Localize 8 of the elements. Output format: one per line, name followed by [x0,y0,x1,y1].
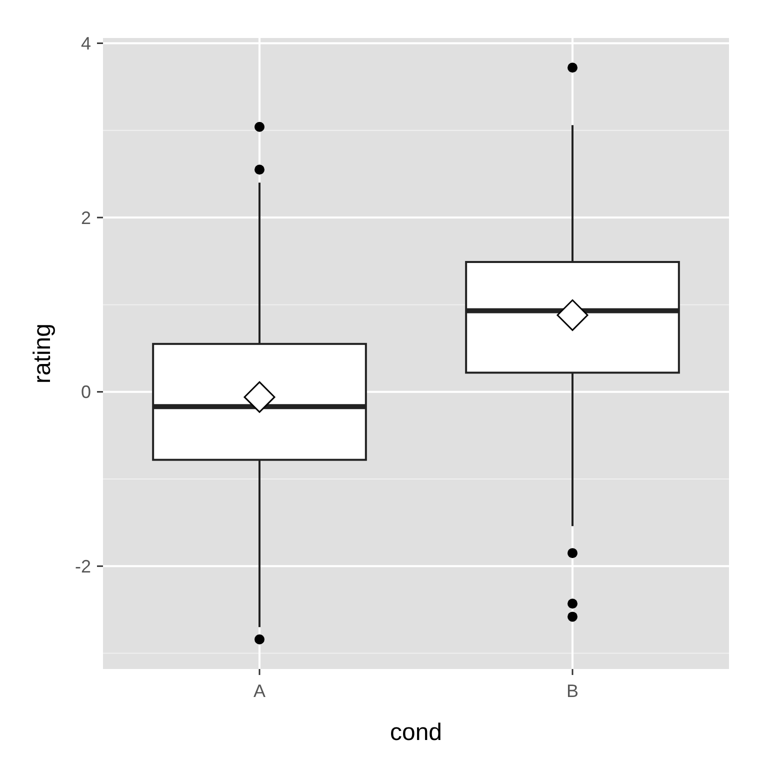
x-axis-title: cond [390,719,442,746]
y-tick-label: 0 [80,382,91,402]
x-tick-label: B [566,681,579,701]
x-tick-label: A [253,681,266,701]
y-tick-label: 2 [80,208,91,228]
y-tick-label: -2 [74,556,91,576]
y-axis-title: rating [29,323,56,384]
y-tick-label: 4 [80,34,91,54]
